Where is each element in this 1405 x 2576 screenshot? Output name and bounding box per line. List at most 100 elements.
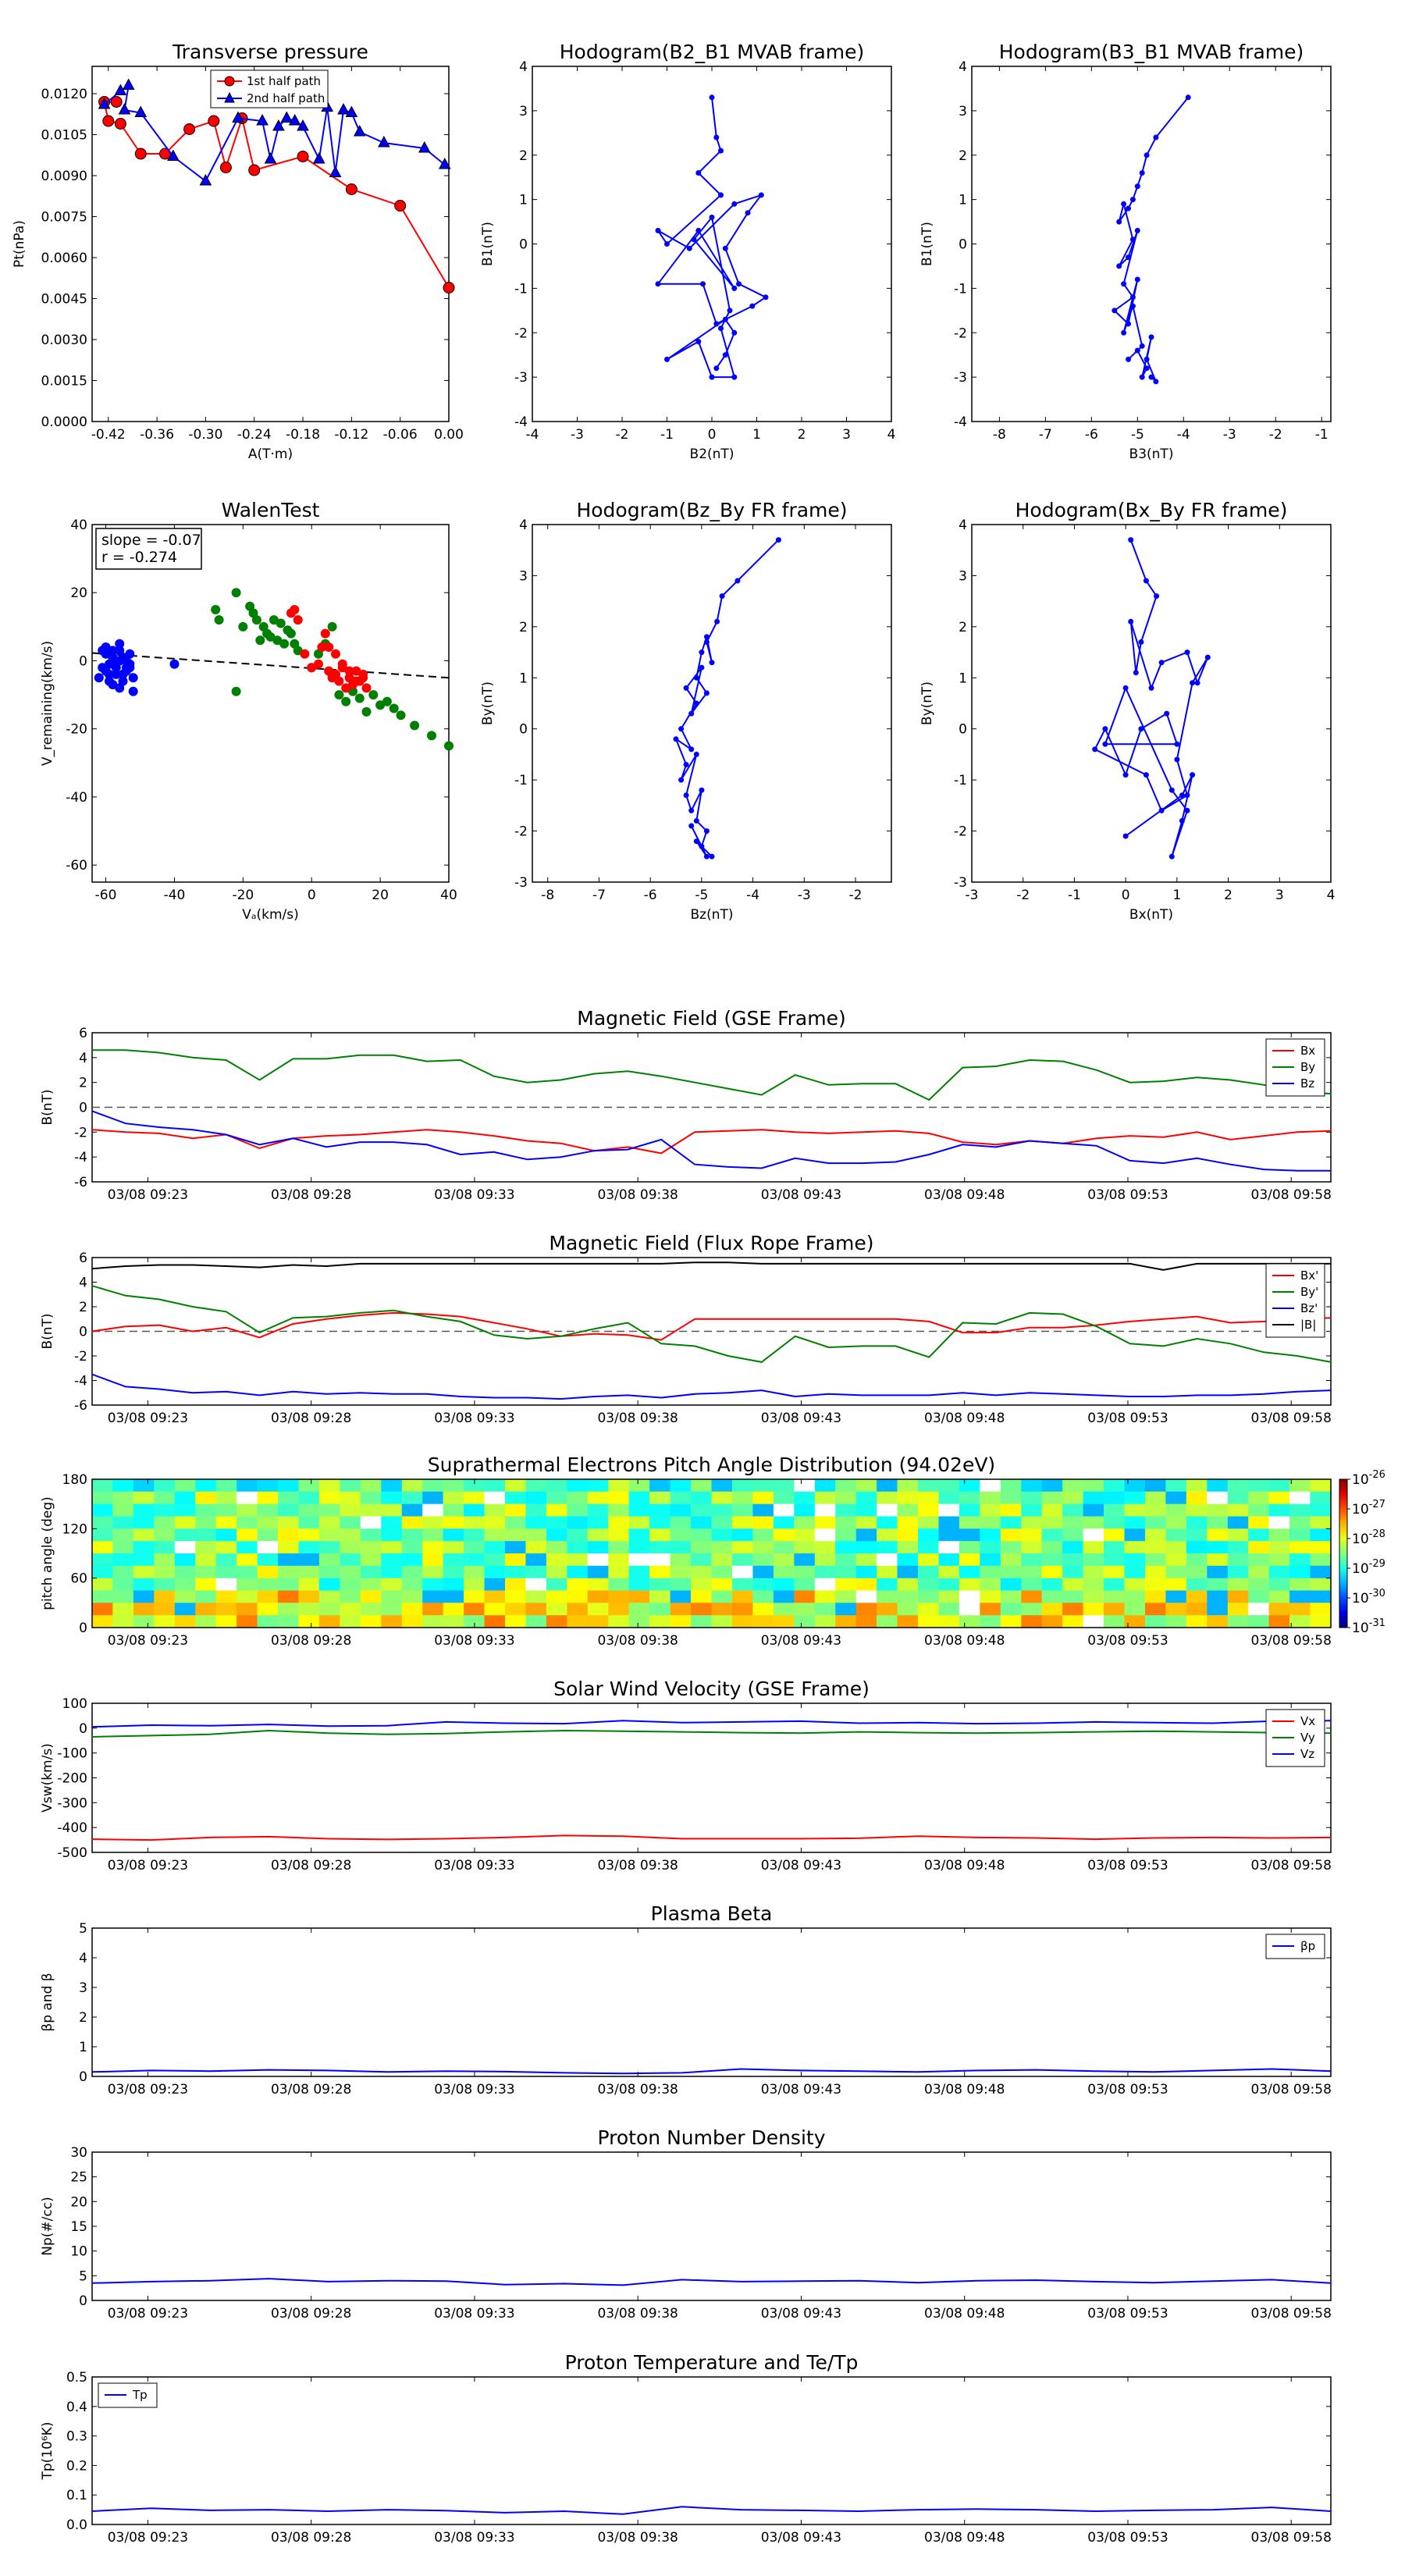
heatmap-cell (340, 1516, 361, 1529)
heatmap-cell (278, 1479, 300, 1493)
heatmap-cell (1289, 1603, 1311, 1616)
heatmap-cell (587, 1503, 609, 1517)
heatmap-cell (587, 1603, 609, 1616)
heatmap-cell (608, 1603, 630, 1616)
heatmap-cell (877, 1603, 898, 1616)
heatmap-cell (505, 1541, 527, 1554)
y-tick-label: 0 (519, 237, 528, 253)
x-tick-label: 03/08 09:23 (108, 1633, 188, 1649)
x-tick-label: 03/08 09:48 (924, 2530, 1005, 2546)
heatmap-cell (215, 1590, 237, 1603)
x-tick-label: 0 (708, 427, 717, 443)
heatmap-cell (133, 1615, 155, 1628)
panel-bfr: Magnetic Field (Flux Rope Frame) -6 -4 -2 0 2… (40, 1232, 1332, 1426)
data-point (1204, 654, 1211, 660)
heatmap-cell (855, 1503, 877, 1517)
plot-frame (91, 1703, 1332, 1853)
heatmap-cell (464, 1578, 486, 1592)
heatmap-cell (752, 1516, 774, 1529)
heatmap-cell (1145, 1553, 1167, 1567)
heatmap-cell (670, 1491, 692, 1505)
data-point (1158, 807, 1165, 813)
heatmap-cell (381, 1503, 403, 1517)
data-point (1121, 201, 1127, 207)
heatmap-cell (298, 1553, 320, 1567)
data-point (1153, 379, 1159, 385)
heatmap-cell (1000, 1615, 1022, 1628)
heatmap-cell (1310, 1553, 1332, 1567)
heatmap-cell (215, 1553, 237, 1567)
heatmap-cell (980, 1503, 1001, 1517)
data-point (1144, 356, 1150, 362)
heatmap-cell (1227, 1603, 1249, 1616)
heatmap-cell (814, 1528, 836, 1542)
x-tick-label: -5 (1131, 427, 1144, 443)
x-axis-label: A(T·m) (248, 447, 293, 462)
y-tick-label: 0 (519, 722, 528, 738)
heatmap-cell (360, 1590, 382, 1603)
data-point (1092, 746, 1098, 753)
data-point (1174, 741, 1180, 747)
heatmap-cell (1165, 1541, 1187, 1554)
panel-np: Proton Number Density 0 5 10 15 20 25 30 03/08 0… (40, 2126, 1332, 2322)
heatmap-cell (773, 1516, 795, 1529)
heatmap-cell (1268, 1503, 1290, 1517)
heatmap-cell (174, 1578, 196, 1592)
heatmap-cell (711, 1615, 733, 1628)
heatmap-cell (318, 1479, 340, 1493)
heatmap-cell (1041, 1528, 1063, 1542)
heatmap-cell (215, 1491, 237, 1505)
heatmap-cell (1124, 1565, 1146, 1579)
data-point (749, 303, 756, 309)
heatmap-cell (649, 1578, 671, 1592)
x-tick-label: 0 (308, 888, 316, 903)
heatmap-cell (691, 1541, 713, 1554)
heatmap-cell (731, 1615, 753, 1628)
heatmap-cell (1083, 1590, 1104, 1603)
y-tick-label: 15 (70, 2219, 87, 2235)
heatmap-cell (215, 1565, 237, 1579)
heatmap-cell (794, 1491, 816, 1505)
data-point (1194, 680, 1200, 686)
heatmap-cell (464, 1503, 486, 1517)
y-tick-label: 4 (79, 1276, 87, 1291)
heatmap-cell (938, 1565, 960, 1579)
x-tick-label: 03/08 09:33 (434, 2306, 514, 2322)
heatmap-cell (1124, 1578, 1146, 1592)
heatmap-cell (628, 1541, 650, 1554)
heatmap-cell (897, 1491, 919, 1505)
heatmap-cell (278, 1590, 300, 1603)
data-point (709, 853, 715, 859)
heatmap-cell (278, 1541, 300, 1554)
legend-label: 1st half path (247, 74, 321, 88)
heatmap-cell (938, 1541, 960, 1554)
y-tick-label: 2 (959, 148, 967, 164)
heatmap-cell (980, 1603, 1001, 1616)
x-tick-label: 03/08 09:58 (1251, 1858, 1332, 1873)
heatmap-cell (340, 1615, 361, 1628)
scatter-point (368, 690, 379, 700)
heatmap-cell (877, 1491, 898, 1505)
heatmap-cell (814, 1603, 836, 1616)
x-tick-label: 03/08 09:43 (761, 1187, 841, 1203)
data-point (1148, 685, 1154, 691)
y-tick-label: 0.0015 (41, 374, 87, 390)
heatmap-cell (1186, 1553, 1208, 1567)
data-point (438, 157, 451, 169)
heatmap-cell (464, 1541, 486, 1554)
colorbar-exponent: -31 (1369, 1617, 1385, 1629)
heatmap-cell (525, 1590, 547, 1603)
y-axis-label: V_remaining(km/s) (40, 641, 55, 766)
data-point (1126, 254, 1131, 261)
y-tick-label: 5 (79, 1921, 87, 1937)
scatter-point (361, 683, 372, 693)
y-axis-label: B(nT) (40, 1313, 55, 1349)
data-point (1164, 710, 1170, 717)
heatmap-cell (1248, 1615, 1270, 1628)
heatmap-cell (1041, 1603, 1063, 1616)
heatmap-cell (1041, 1516, 1063, 1529)
heatmap-cell (278, 1528, 300, 1542)
heatmap-cell (318, 1578, 340, 1592)
heatmap-cell (1083, 1615, 1104, 1628)
x-tick-label: -5 (695, 888, 708, 903)
